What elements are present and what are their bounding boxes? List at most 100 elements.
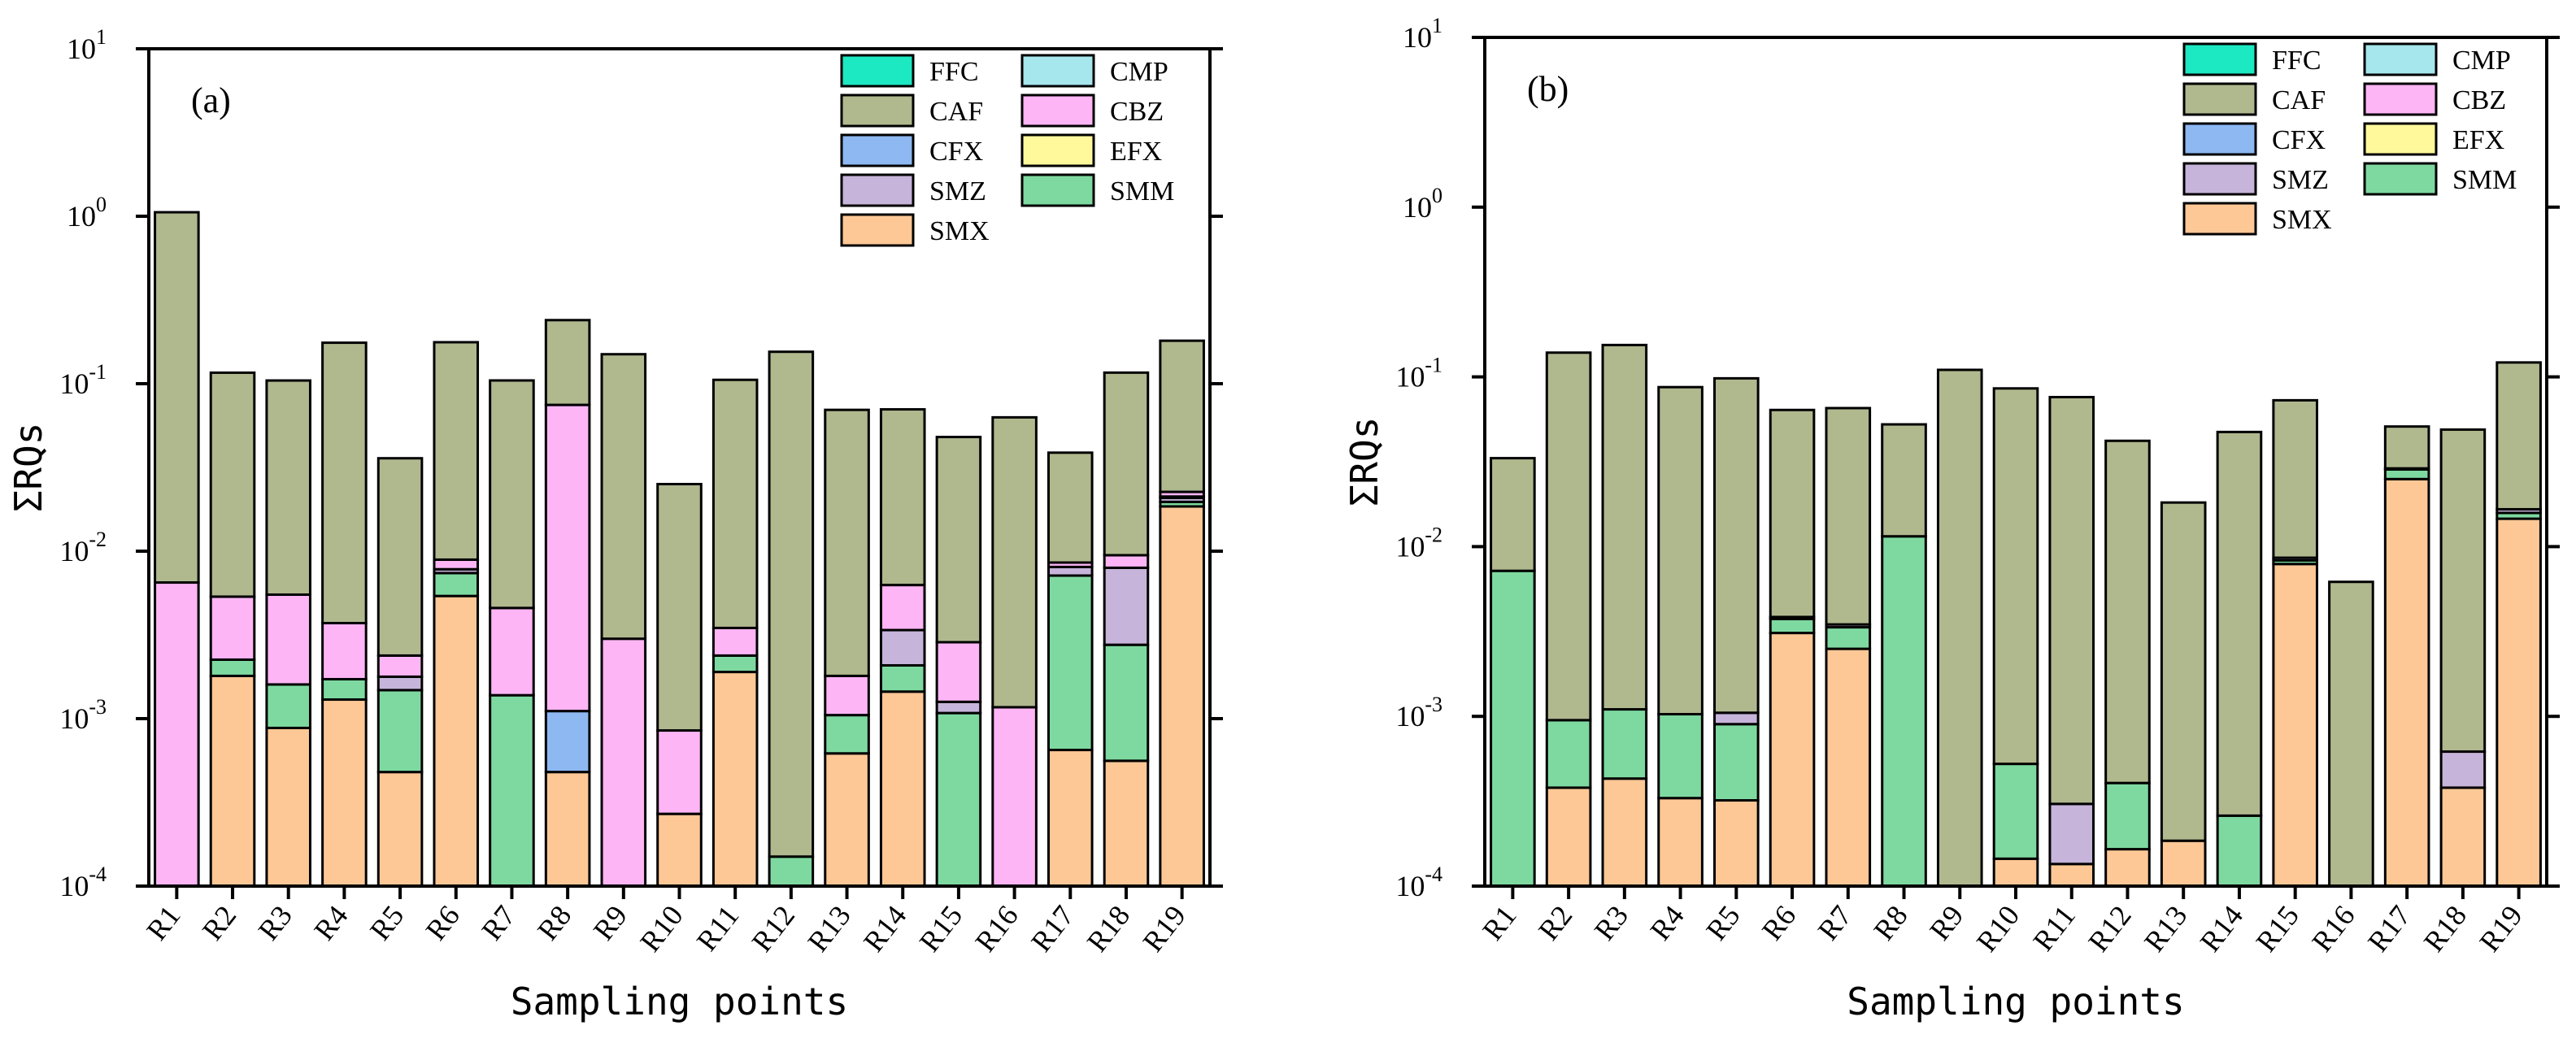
bar-segment-smx-r3	[1601, 777, 1648, 888]
bar-segment-smz-r5	[376, 675, 424, 692]
bar-segment-smx-r17	[1047, 749, 1094, 888]
x-tick-label: R18	[2417, 899, 2473, 958]
x-tick-label: R19	[1136, 899, 1191, 958]
legend-label-cfx: CFX	[929, 137, 983, 167]
x-tick-label: R3	[1588, 899, 1634, 946]
bar-segment-smx-r6	[433, 594, 480, 888]
legend-swatch-caf	[840, 93, 915, 128]
bar-segment-smx-r2	[209, 674, 256, 888]
bar-segment-cbz-r13	[824, 674, 870, 717]
legend-label-cmp: CMP	[2452, 46, 2511, 76]
x-tick-label: R2	[1532, 899, 1578, 946]
bar-segment-smx-r5	[376, 771, 424, 888]
bar-segment-smm-r6	[433, 571, 480, 598]
bar-segment-cbz-r8	[544, 403, 591, 713]
legend-label-smx: SMX	[929, 216, 990, 246]
x-tick-label: R4	[1643, 899, 1690, 946]
bar-segment-caf-r8	[1881, 423, 1927, 538]
bar-segment-caf-r19	[1159, 339, 1205, 493]
bar-segment-smx-r8	[544, 771, 591, 888]
bar-segment-caf-r6	[433, 341, 480, 561]
bar-segment-smm-r17	[2383, 467, 2430, 480]
bar-segment-caf-r6	[1769, 408, 1816, 619]
y-tick-label: 100	[67, 193, 107, 233]
bar-segment-smx-r10	[1992, 857, 2039, 888]
x-tick-label: R8	[1867, 899, 1913, 946]
x-tick-label: R11	[690, 899, 746, 957]
bar-segment-cbz-r1	[154, 581, 200, 888]
legend-label-smm: SMM	[2452, 165, 2517, 195]
bar-segment-smm-r2	[209, 658, 256, 677]
bar-segment-caf-r12	[2104, 439, 2151, 784]
bar-segment-smm-r5	[1713, 723, 1760, 802]
bar-segment-caf-r7	[1825, 406, 1872, 626]
bar-segment-smx-r11	[2048, 863, 2095, 888]
bar-segment-cbz-r3	[265, 593, 311, 686]
legend-label-ffc: FFC	[2272, 46, 2321, 76]
legend-swatch-smm	[1020, 173, 1095, 207]
bar-segment-caf-r14	[2216, 430, 2263, 817]
bar-segment-smm-r1	[1490, 569, 1536, 888]
bar-segment-caf-r17	[1047, 451, 1094, 564]
legend-swatch-cfx	[840, 133, 915, 167]
bar-segment-smx-r4	[321, 698, 368, 888]
bar-segment-caf-r4	[321, 341, 368, 624]
bar-segment-caf-r9	[600, 353, 647, 641]
bar-segment-smx-r19	[2496, 517, 2542, 888]
bar-segment-caf-r3	[1601, 343, 1648, 711]
legend-swatch-efx	[2363, 122, 2438, 156]
bar-segment-smx-r10	[656, 812, 703, 888]
x-tick-label: R19	[2473, 899, 2528, 958]
bar-segment-caf-r15	[2272, 398, 2318, 559]
bars	[1490, 343, 2542, 888]
legend-label-efx: EFX	[1110, 137, 1162, 167]
x-tick-label: R16	[968, 899, 1024, 958]
bar-segment-caf-r16	[991, 415, 1038, 709]
bar-segment-caf-r2	[209, 371, 256, 598]
bar-segment-caf-r11	[2048, 395, 2095, 806]
bar-segment-smx-r18	[1103, 759, 1150, 888]
x-tick-label: R9	[1923, 899, 1969, 946]
bar-segment-smx-r15	[2272, 563, 2318, 888]
bar-segment-smm-r7	[489, 693, 535, 888]
x-tick-label: R16	[2305, 899, 2361, 958]
legend-label-cbz: CBZ	[2452, 85, 2506, 115]
bar-segment-smz-r5	[1713, 711, 1760, 726]
bar-segment-smx-r13	[2160, 839, 2207, 888]
legend-label-smz: SMZ	[929, 176, 986, 206]
legend: FFC CMP CAF CBZ CFX EFX SMZ SMM SMX	[2182, 42, 2517, 236]
bar-segment-caf-r16	[2328, 580, 2374, 888]
bar-segment-smm-r15	[935, 711, 982, 888]
legend-swatch-ffc	[840, 54, 915, 88]
y-tick-label: 10-3	[59, 695, 107, 735]
bar-segment-cbz-r7	[489, 606, 535, 697]
bar-segment-smm-r13	[824, 714, 870, 755]
x-tick-label: R10	[633, 899, 689, 958]
bar-segment-smx-r18	[2439, 786, 2487, 888]
x-tick-label: R15	[2250, 899, 2305, 958]
panel-label: (b)	[1527, 69, 1569, 109]
x-tick-label: R8	[531, 899, 577, 946]
x-tick-label: R1	[1476, 899, 1522, 946]
bar-segment-caf-r10	[1992, 387, 2039, 766]
bar-segment-cbz-r5	[376, 654, 424, 678]
bar-segment-caf-r19	[2496, 361, 2542, 511]
x-tick-label: R18	[1081, 899, 1136, 958]
bar-segment-caf-r8	[544, 319, 591, 406]
bar-segment-smm-r4	[1657, 713, 1704, 800]
bar-segment-smm-r11	[711, 654, 759, 674]
bar-segment-cbz-r14	[879, 584, 926, 632]
x-tick-label: R11	[2026, 899, 2082, 957]
legend-label-smx: SMX	[2272, 205, 2332, 235]
bar-segment-smm-r3	[1601, 708, 1648, 780]
bar-segment-caf-r13	[824, 408, 870, 677]
x-tick-label: R7	[475, 899, 521, 946]
y-tick-label: 10-1	[59, 360, 107, 400]
bar-segment-smz-r14	[879, 628, 926, 667]
bar-segment-smm-r4	[321, 677, 368, 702]
bar-segment-cbz-r18	[1103, 554, 1150, 569]
bar-segment-caf-r13	[2160, 501, 2207, 842]
panel-label: (a)	[191, 80, 231, 120]
bar-segment-smz-r18	[2439, 750, 2487, 789]
bar-segment-smm-r2	[1545, 719, 1592, 789]
